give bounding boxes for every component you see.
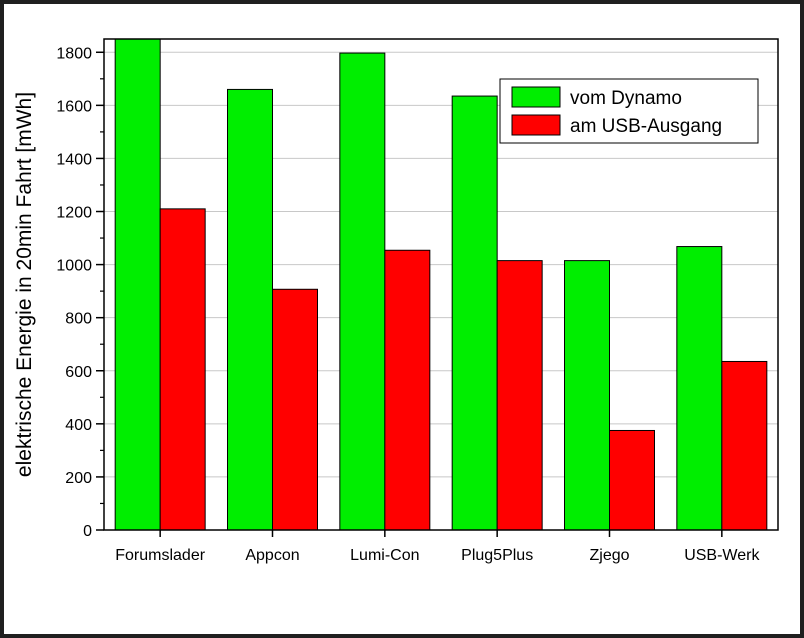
y-tick-label: 800 [65, 311, 92, 328]
y-axis: 0 200 400 600 800 1000 1200 1400 1600 1800 [56, 45, 104, 540]
y-tick-label: 400 [65, 417, 92, 434]
bar-dynamo-appcon [227, 88, 273, 531]
y-tick-label: 1200 [56, 205, 92, 222]
x-tick-label: Lumi-Con [350, 547, 419, 564]
x-tick-label: Appcon [245, 547, 299, 564]
bar-dynamo-lumi-con [339, 52, 386, 531]
legend-swatch [511, 86, 561, 108]
bar-usb-zjego [609, 429, 655, 531]
plot-frame [103, 38, 779, 531]
bar-usb-usb-werk [721, 360, 768, 531]
y-tick-label: 0 [83, 523, 92, 540]
legend-label: am USB-Ausgang [570, 116, 722, 137]
x-tick-label: USB-Werk [684, 547, 760, 564]
x-tick-label: Plug5Plus [461, 547, 533, 564]
bar-dynamo-usb-werk [676, 246, 723, 531]
x-tick-label: Zjego [589, 547, 629, 564]
bars [114, 38, 768, 531]
y-tick-label: 1400 [56, 151, 92, 168]
x-tick-label: Forumslader [115, 547, 205, 564]
y-tick-label: 600 [65, 364, 92, 381]
grid-lines [104, 51, 778, 478]
bar-dynamo-plug5plus [451, 95, 498, 531]
bar-usb-forumslader [159, 208, 206, 531]
bar-dynamo-zjego [564, 260, 610, 531]
y-axis-title: elektrische Energie in 20min Fahrt [mWh] [13, 92, 36, 477]
bar-dynamo-forumslader [114, 38, 161, 531]
y-tick-label: 1600 [56, 98, 92, 115]
x-axis: Forumslader Appcon Lumi-Con Plug5Plus Zjego U… [115, 530, 760, 564]
legend-swatch [511, 114, 561, 136]
y-tick-label: 1000 [56, 258, 92, 275]
bar-usb-appcon [272, 288, 318, 531]
bar-chart: 0 200 400 600 800 1000 1200 1400 1600 1800 Forums… [13, 38, 779, 564]
legend-label: vom Dynamo [570, 88, 682, 109]
y-tick-label: 200 [65, 470, 92, 487]
y-tick-label: 1800 [56, 45, 92, 62]
bar-usb-lumi-con [384, 249, 431, 531]
bar-usb-plug5plus [496, 260, 543, 531]
legend: vom Dynamo am USB-Ausgang [499, 78, 759, 144]
